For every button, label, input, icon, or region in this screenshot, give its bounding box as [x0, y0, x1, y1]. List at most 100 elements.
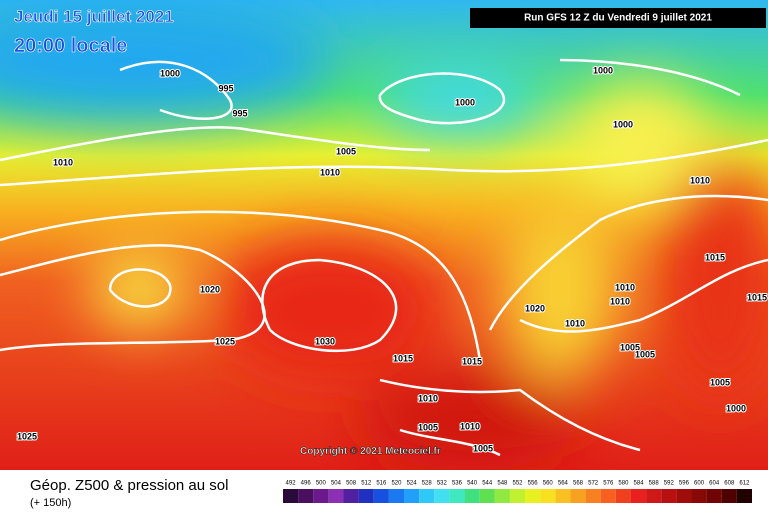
scale-label: 568 — [573, 481, 584, 487]
scale-swatch — [736, 489, 752, 503]
scale-label: 588 — [649, 481, 660, 487]
scale-label: 512 — [361, 481, 372, 487]
run-label: Run GFS 12 Z du Vendredi 9 juillet 2021 — [524, 13, 712, 24]
isobar-label: 995 — [232, 108, 247, 118]
scale-swatch — [328, 489, 344, 503]
isobar-label: 1000 — [160, 68, 180, 78]
scale-swatch — [600, 489, 616, 503]
scale-label: 544 — [482, 481, 493, 487]
scale-label: 520 — [391, 481, 402, 487]
isobar-label: 1015 — [393, 353, 413, 363]
scale-label: 552 — [512, 481, 523, 487]
legend-title: Géop. Z500 & pression au sol — [30, 477, 228, 494]
isobar-label: 1000 — [455, 97, 475, 107]
run-box — [470, 8, 766, 28]
scale-label: 556 — [528, 481, 539, 487]
isobar-label: 1005 — [620, 342, 640, 352]
isobars — [0, 58, 768, 457]
scale-label: 560 — [543, 481, 554, 487]
isobar-label: 1010 — [690, 175, 710, 185]
isobar-label: 1000 — [593, 65, 613, 75]
scale-swatch — [479, 489, 495, 503]
scale-label: 592 — [664, 481, 675, 487]
scale-label: 608 — [724, 481, 735, 487]
isobar-label: 1000 — [613, 119, 633, 129]
isobar-label: 1005 — [418, 422, 438, 432]
isobar-label: 1015 — [747, 292, 767, 302]
isobar-label: 1005 — [635, 349, 655, 359]
isobar-label: 1010 — [418, 393, 438, 403]
scale-swatch — [343, 489, 359, 503]
scale-swatch — [691, 489, 707, 503]
scale-label: 516 — [376, 481, 387, 487]
isobar-label: 1030 — [315, 336, 335, 346]
isobar-label: 995 — [218, 83, 233, 93]
scale-label: 528 — [422, 481, 433, 487]
scale-label: 500 — [316, 481, 327, 487]
scale-label: 532 — [437, 481, 448, 487]
scale-swatch — [615, 489, 631, 503]
scale-label: 508 — [346, 481, 357, 487]
isobar-label: 1010 — [615, 282, 635, 292]
scale-swatch — [449, 489, 465, 503]
scale-label: 576 — [603, 481, 614, 487]
scale-label: 540 — [467, 481, 478, 487]
scale-swatch — [298, 489, 314, 503]
scale-label: 496 — [301, 481, 312, 487]
scale-swatch — [585, 489, 601, 503]
time-label: 20:00 locale — [14, 35, 127, 57]
scale-label: 604 — [709, 481, 720, 487]
scale-swatch — [373, 489, 389, 503]
isobar-label: 1005 — [336, 146, 356, 156]
scale-swatch — [525, 489, 541, 503]
isobar-labels: 1000 995 995 1000 1000 1000 1005 1010 1010 1010 10… — [16, 64, 768, 454]
date-label: Jeudi 15 juillet 2021 — [14, 7, 174, 26]
scale-swatch — [464, 489, 480, 503]
scale-label: 596 — [679, 481, 690, 487]
isobar-label: 1000 — [726, 403, 746, 413]
isobar-label: 1015 — [462, 356, 482, 366]
scale-swatch — [313, 489, 329, 503]
scale-swatch — [509, 489, 526, 503]
isobar-label: 1025 — [17, 431, 37, 441]
scale-label: 572 — [588, 481, 599, 487]
scale-swatch — [661, 489, 677, 503]
scale-swatch — [494, 489, 510, 503]
isobar-label: 1020 — [200, 284, 220, 294]
scale-swatch — [555, 489, 571, 503]
copyright: Copyright © 2021 Meteociel.fr — [300, 446, 441, 457]
scale-swatch — [570, 489, 586, 503]
scale-swatch — [388, 489, 405, 503]
scale-label: 564 — [558, 481, 569, 487]
isobar-label: 1010 — [610, 296, 630, 306]
scale-swatch — [404, 489, 420, 503]
scale-swatch — [706, 489, 722, 503]
scale-label: 536 — [452, 481, 463, 487]
isobar-label: 1025 — [215, 336, 235, 346]
legend-lead: (+ 150h) — [30, 497, 71, 509]
isobar-label: 1010 — [320, 167, 340, 177]
scale-swatch — [434, 489, 450, 503]
isobar-label: 1010 — [565, 318, 585, 328]
isobar-label: 1005 — [710, 377, 730, 387]
scale-label: 600 — [694, 481, 705, 487]
isobar-label: 1005 — [473, 443, 493, 453]
isobar-label: 1010 — [460, 421, 480, 431]
scale-swatch — [358, 489, 374, 503]
scale-swatch — [540, 489, 556, 503]
isobar-label: 1010 — [53, 157, 73, 167]
scale-label: 612 — [739, 481, 750, 487]
scale-swatch — [419, 489, 435, 503]
scale-swatch — [676, 489, 692, 503]
scale-label: 580 — [618, 481, 629, 487]
scale-label: 548 — [497, 481, 508, 487]
scale-label: 524 — [407, 481, 418, 487]
scale-label: 492 — [286, 481, 297, 487]
scale-swatch — [721, 489, 737, 503]
scale-label: 584 — [634, 481, 645, 487]
scale-swatch — [283, 489, 299, 503]
isobar-label: 1015 — [705, 252, 725, 262]
scale-swatch — [630, 489, 647, 503]
isobar-label: 1020 — [525, 303, 545, 313]
